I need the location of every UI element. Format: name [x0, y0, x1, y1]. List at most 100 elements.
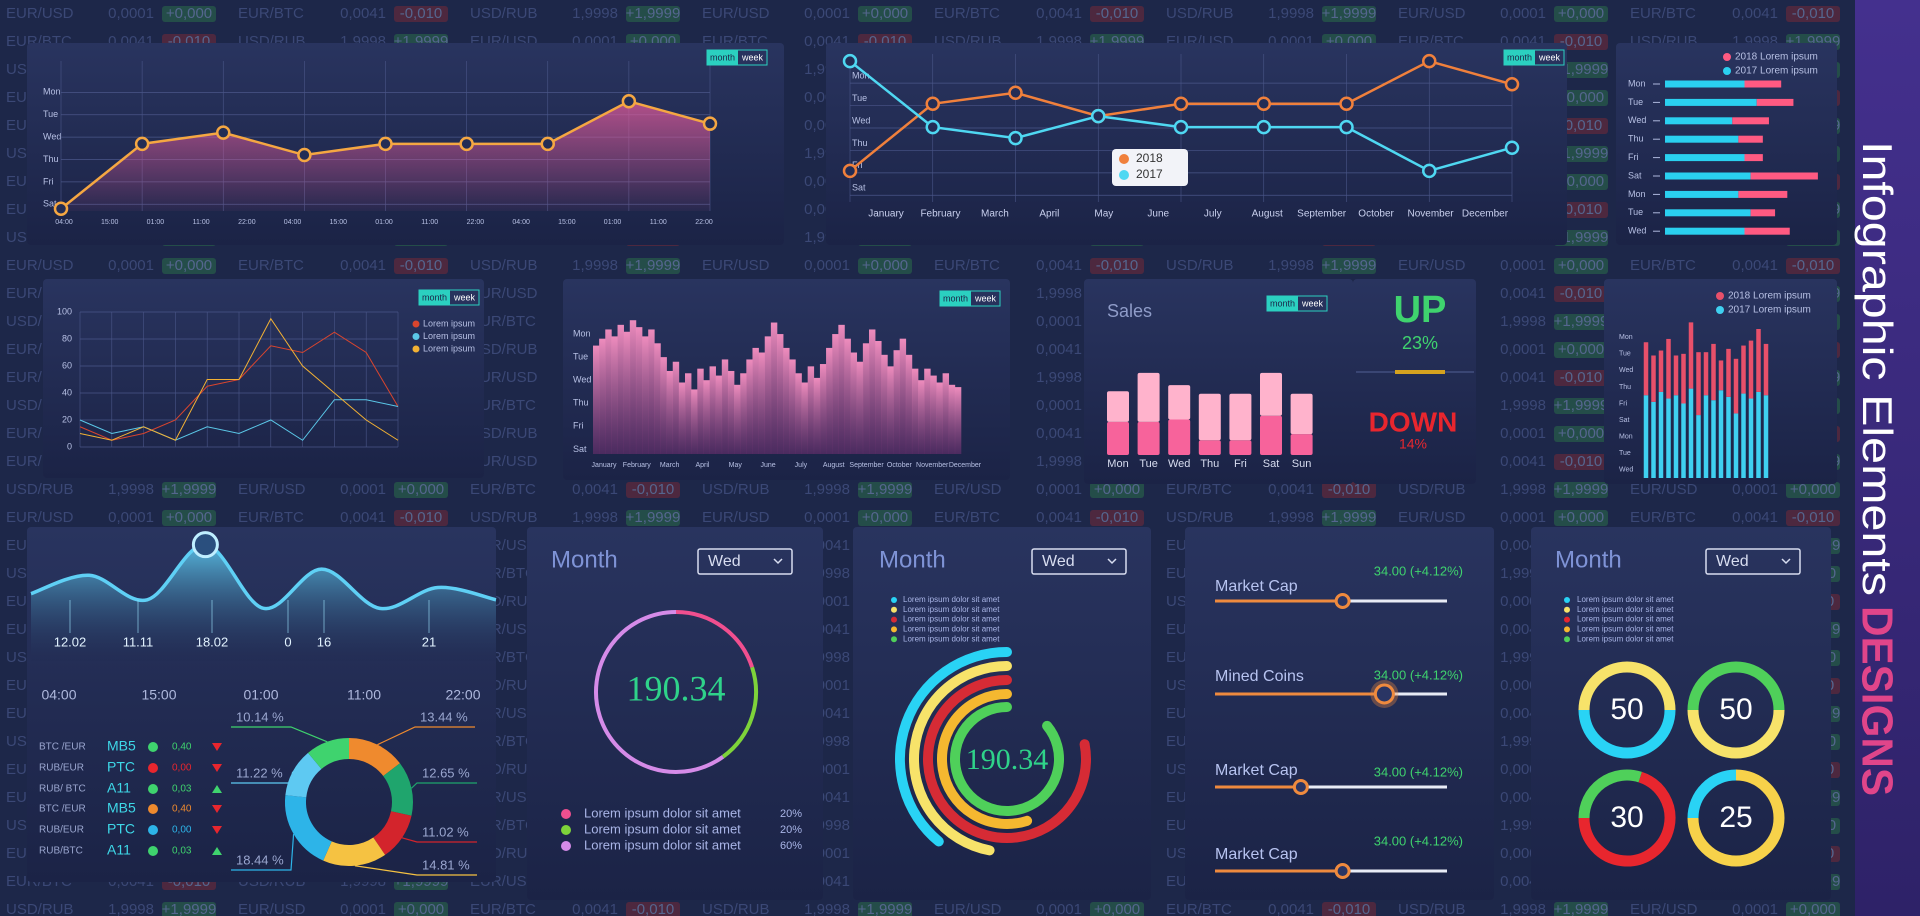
point: [702, 116, 718, 131]
bar: [734, 384, 741, 454]
bar-segment: [1665, 117, 1733, 125]
table-pair: BTC /EUR: [39, 804, 86, 815]
ticker-change: +0,000: [1558, 257, 1604, 274]
bar-segment: [1718, 360, 1724, 391]
y-tick-label: Mon: [1619, 433, 1633, 440]
ticker-change: +1,9999: [1554, 481, 1609, 498]
legend-label: Lorem ipsum dolor sit amet: [1577, 634, 1674, 643]
y-tick-label: Thu: [43, 154, 59, 164]
x-tick-label: June: [760, 462, 775, 469]
series-line: [79, 317, 399, 441]
legend-dot: [1716, 292, 1724, 300]
ticker-badge: [1786, 258, 1840, 274]
bar-segment: [1681, 353, 1686, 404]
ticker-price: 0,0041: [1036, 5, 1082, 22]
dropdown-value: Wed: [1042, 553, 1075, 570]
ticker-badge: [858, 482, 912, 498]
donut-label: 10.14 %: [236, 709, 284, 724]
ticker-pair: EUR/BTC: [470, 397, 536, 414]
legend-dot: [1564, 616, 1570, 623]
ticker-price: 1,9998: [1500, 901, 1546, 916]
bar: [850, 352, 858, 454]
ticker-price: 0,0001: [1500, 425, 1546, 442]
toggle-active: [419, 290, 450, 305]
bar-segment: [1229, 393, 1252, 441]
x-tick-label: May: [1094, 209, 1113, 220]
table-value: 0,00: [172, 763, 192, 774]
ticker-pair: USD/RUB: [470, 509, 538, 526]
gauge-arc: [721, 666, 758, 759]
legend-value: 20%: [780, 808, 802, 820]
legend-label: Lorem ipsum dolor sit amet: [584, 805, 741, 820]
x-tick-label: November: [916, 462, 949, 469]
table-arrow: [212, 805, 222, 813]
point: [842, 163, 858, 179]
bar-segment: [1744, 80, 1782, 88]
y-tick-label: Mon: [1628, 78, 1646, 88]
legend-dot: [1119, 154, 1129, 164]
stat-up: UP: [1394, 289, 1447, 331]
bar: [678, 382, 686, 454]
table-arrow: [212, 764, 222, 772]
ticker-change: +1,9999: [1554, 397, 1609, 414]
x-tick-label: 15:00: [330, 219, 348, 226]
bar: [777, 334, 784, 454]
table-value: 0,03: [172, 784, 192, 795]
y-tick-label: Fri: [1619, 400, 1628, 407]
ticker-badge: [162, 258, 216, 274]
legend-label: Lorem ipsum: [423, 331, 475, 341]
bar: [752, 347, 759, 454]
ticker-pair: EUR/BTC: [1630, 257, 1696, 274]
ticker-change: -0,010: [1096, 509, 1139, 526]
bar-segment: [1198, 440, 1221, 455]
bar: [740, 373, 747, 454]
ticker-badge: [394, 6, 448, 22]
legend-label: Lorem ipsum dolor sit amet: [1577, 625, 1674, 634]
bar-segment: [1666, 338, 1671, 399]
ticker-pair: USD/RUB: [470, 257, 538, 274]
ticker-price: 1,9998: [1036, 453, 1082, 470]
ticker-badge: [1322, 510, 1376, 526]
table-dot: [148, 804, 158, 814]
slider-label: Market Cap: [1215, 578, 1298, 595]
donut-label: 14.81 %: [422, 857, 470, 872]
point: [1173, 96, 1189, 112]
bar: [887, 366, 894, 454]
annotation: 0: [284, 634, 291, 649]
ticker-change: +1,9999: [626, 5, 681, 22]
ticker-badge: [1322, 258, 1376, 274]
point: [1422, 163, 1437, 179]
bar-segment: [1726, 396, 1731, 478]
slider-knob[interactable]: [1373, 683, 1395, 705]
ticker-pair: EUR/USD: [1630, 481, 1698, 498]
ticker-badge: [1554, 510, 1608, 526]
table-dot: [148, 763, 158, 773]
x-tick-label: 22:00: [467, 219, 485, 226]
slider-knob[interactable]: [1292, 779, 1309, 795]
ticker-pair: USD/RUB: [1166, 5, 1234, 22]
table-pair: RUB/ BTC: [39, 784, 86, 795]
table-value: 0,40: [172, 742, 192, 753]
bar-segment: [1688, 322, 1694, 389]
radial-value: 190.34: [966, 743, 1049, 776]
ticker-price: 0,0001: [1500, 257, 1546, 274]
toggle-month: month: [1270, 298, 1295, 308]
point: [925, 96, 940, 112]
x-tick-label: September: [1297, 209, 1347, 220]
donut-segment: [348, 738, 400, 777]
slider-knob[interactable]: [1334, 863, 1351, 879]
ticker-change: +0,000: [166, 5, 212, 22]
slider-knob[interactable]: [1334, 593, 1351, 609]
table-pair: RUB/EUR: [39, 825, 84, 836]
bar-segment: [1260, 372, 1282, 416]
bar-segment: [1681, 403, 1686, 478]
leader-line: [354, 865, 477, 876]
ticker-price: 0,0041: [1500, 285, 1546, 302]
ticker-pair: EUR/USD: [1398, 5, 1466, 22]
y-tick-label: Tue: [43, 109, 58, 119]
y-tick-label: Wed: [573, 375, 591, 385]
ticker-price: 0,0041: [340, 509, 386, 526]
y-tick-label: Tue: [1619, 450, 1631, 457]
bar: [703, 380, 710, 454]
ticker-pair: EUR/USD: [702, 509, 770, 526]
